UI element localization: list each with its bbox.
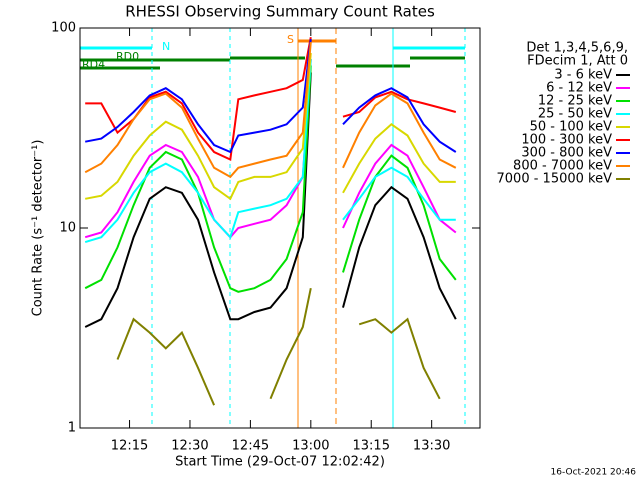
y-tick-label: 100 (51, 21, 76, 36)
annotation: RD4 (82, 58, 105, 71)
legend-label: 7000 - 15000 keV (497, 172, 613, 187)
x-axis-label: Start Time (29-Oct-07 12:02:42) (175, 455, 385, 470)
series-line (84, 58, 457, 239)
series-line (84, 65, 457, 293)
series-line (116, 287, 441, 406)
y-tick-label: 10 (59, 221, 76, 236)
series-line (85, 37, 457, 161)
chart-title: RHESSI Observing Summary Count Rates (125, 3, 435, 21)
series-line (84, 72, 457, 328)
legend-header: Det 1,3,4,5,6,9, (526, 41, 628, 56)
footer: 16-Oct-2021 20:46 (551, 468, 637, 478)
series-line (84, 58, 456, 244)
x-tick-label: 12:30 (171, 439, 208, 454)
legend-label: 12 - 25 keV (538, 94, 612, 109)
y-tick-label: 1 (68, 421, 76, 436)
series-line (85, 38, 457, 154)
legend-label: 100 - 300 keV (521, 133, 612, 148)
x-tick-label: 13:15 (353, 439, 390, 454)
legend-label: 25 - 50 keV (538, 107, 612, 122)
x-tick-label: 12:15 (111, 439, 148, 454)
annotation: RD0 (116, 50, 139, 63)
x-tick-label: 13:00 (292, 439, 329, 454)
series-line (85, 52, 456, 201)
legend-label: 3 - 6 keV (554, 68, 612, 83)
legend-label: 50 - 100 keV (530, 120, 613, 135)
series-line (84, 42, 457, 179)
annotation: S (287, 33, 294, 46)
legend-label: 300 - 800 keV (521, 146, 612, 161)
x-tick-label: 12:45 (232, 439, 269, 454)
x-tick-label: 13:30 (413, 439, 450, 454)
annotation: N (162, 40, 170, 53)
legend-label: 6 - 12 keV (546, 81, 612, 96)
legend-header: FDecim 1, Att 0 (527, 54, 628, 69)
y-axis-label: Count Rate (s⁻¹ detector⁻¹) (31, 140, 46, 317)
legend-label: 800 - 7000 keV (513, 159, 612, 174)
